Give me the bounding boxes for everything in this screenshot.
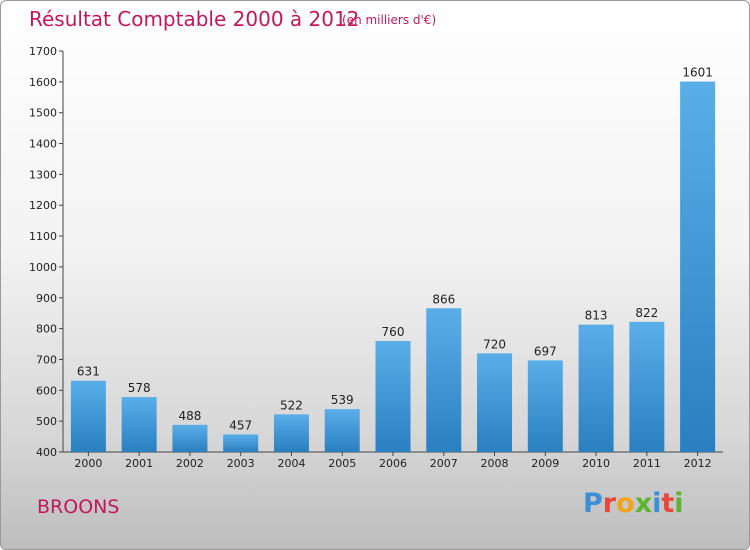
x-tick-label: 2002 xyxy=(176,457,204,470)
brand-letter: i xyxy=(674,488,684,519)
x-tick-label: 2010 xyxy=(582,457,610,470)
bar xyxy=(578,324,614,452)
x-tick-label: 2008 xyxy=(481,457,509,470)
y-tick-label: 1600 xyxy=(29,76,57,89)
bar-value-label: 578 xyxy=(128,381,151,395)
brand-letter: P xyxy=(583,488,603,519)
x-tick-label: 2004 xyxy=(277,457,305,470)
bar xyxy=(477,353,513,452)
y-tick-label: 1500 xyxy=(29,107,57,120)
bar xyxy=(273,414,309,452)
y-tick-label: 1300 xyxy=(29,168,57,181)
brand-letter: t xyxy=(661,488,675,519)
x-tick-label: 2011 xyxy=(633,457,661,470)
chart-title: Résultat Comptable 2000 à 2012 xyxy=(29,7,360,31)
y-tick-label: 400 xyxy=(36,446,57,459)
x-tick-label: 2006 xyxy=(379,457,407,470)
bar xyxy=(121,397,157,452)
y-tick-label: 1200 xyxy=(29,199,57,212)
brand-letter: x xyxy=(634,488,653,519)
bar-value-label: 866 xyxy=(432,292,455,306)
y-tick-label: 1000 xyxy=(29,261,57,274)
bar-value-label: 522 xyxy=(280,398,303,412)
brand-letter: o xyxy=(616,488,635,519)
bar-value-label: 720 xyxy=(483,337,506,351)
chart-bars xyxy=(70,81,716,452)
x-tick-label: 2007 xyxy=(430,457,458,470)
bar xyxy=(70,380,106,452)
y-tick-label: 600 xyxy=(36,384,57,397)
city-name: BROONS xyxy=(37,496,120,518)
bar xyxy=(426,308,462,452)
chart-subtitle: (en milliers d'€) xyxy=(342,13,437,27)
bar-value-label: 1601 xyxy=(682,66,713,80)
brand-logo: Proxiti xyxy=(583,488,684,519)
bar-value-label: 813 xyxy=(585,309,608,323)
bar-value-label: 539 xyxy=(331,393,354,407)
bar-value-label: 631 xyxy=(77,365,100,379)
bar xyxy=(223,434,259,452)
brand-letter: r xyxy=(602,488,617,519)
y-tick-label: 500 xyxy=(36,415,57,428)
bar xyxy=(680,81,716,452)
bar-value-label: 457 xyxy=(229,418,252,432)
y-tick-label: 1100 xyxy=(29,230,57,243)
y-tick-label: 1700 xyxy=(29,45,57,58)
y-tick-label: 700 xyxy=(36,353,57,366)
bar xyxy=(324,409,360,452)
x-tick-label: 2005 xyxy=(328,457,356,470)
bar xyxy=(375,340,411,452)
bar-value-label: 822 xyxy=(635,306,658,320)
x-tick-label: 2009 xyxy=(531,457,559,470)
bar-value-label: 488 xyxy=(178,409,201,423)
x-tick-label: 2001 xyxy=(125,457,153,470)
bar xyxy=(527,360,563,452)
y-tick-label: 800 xyxy=(36,323,57,336)
brand-letter: i xyxy=(652,488,662,519)
bar-value-label: 697 xyxy=(534,344,557,358)
chart-labels: 2000 631 2001 578 2002 488 2003 457 2004 522 2005 5… xyxy=(74,66,713,470)
chart-axes: 400 500 600 700 800 900 1000 1100 1200 1300 1400 15… xyxy=(29,45,723,459)
bar-value-label: 760 xyxy=(382,325,405,339)
bar xyxy=(629,321,665,452)
y-tick-label: 1400 xyxy=(29,138,57,151)
x-tick-label: 2000 xyxy=(74,457,102,470)
x-tick-label: 2003 xyxy=(227,457,255,470)
bar xyxy=(172,424,208,452)
y-tick-label: 900 xyxy=(36,292,57,305)
x-tick-label: 2012 xyxy=(684,457,712,470)
